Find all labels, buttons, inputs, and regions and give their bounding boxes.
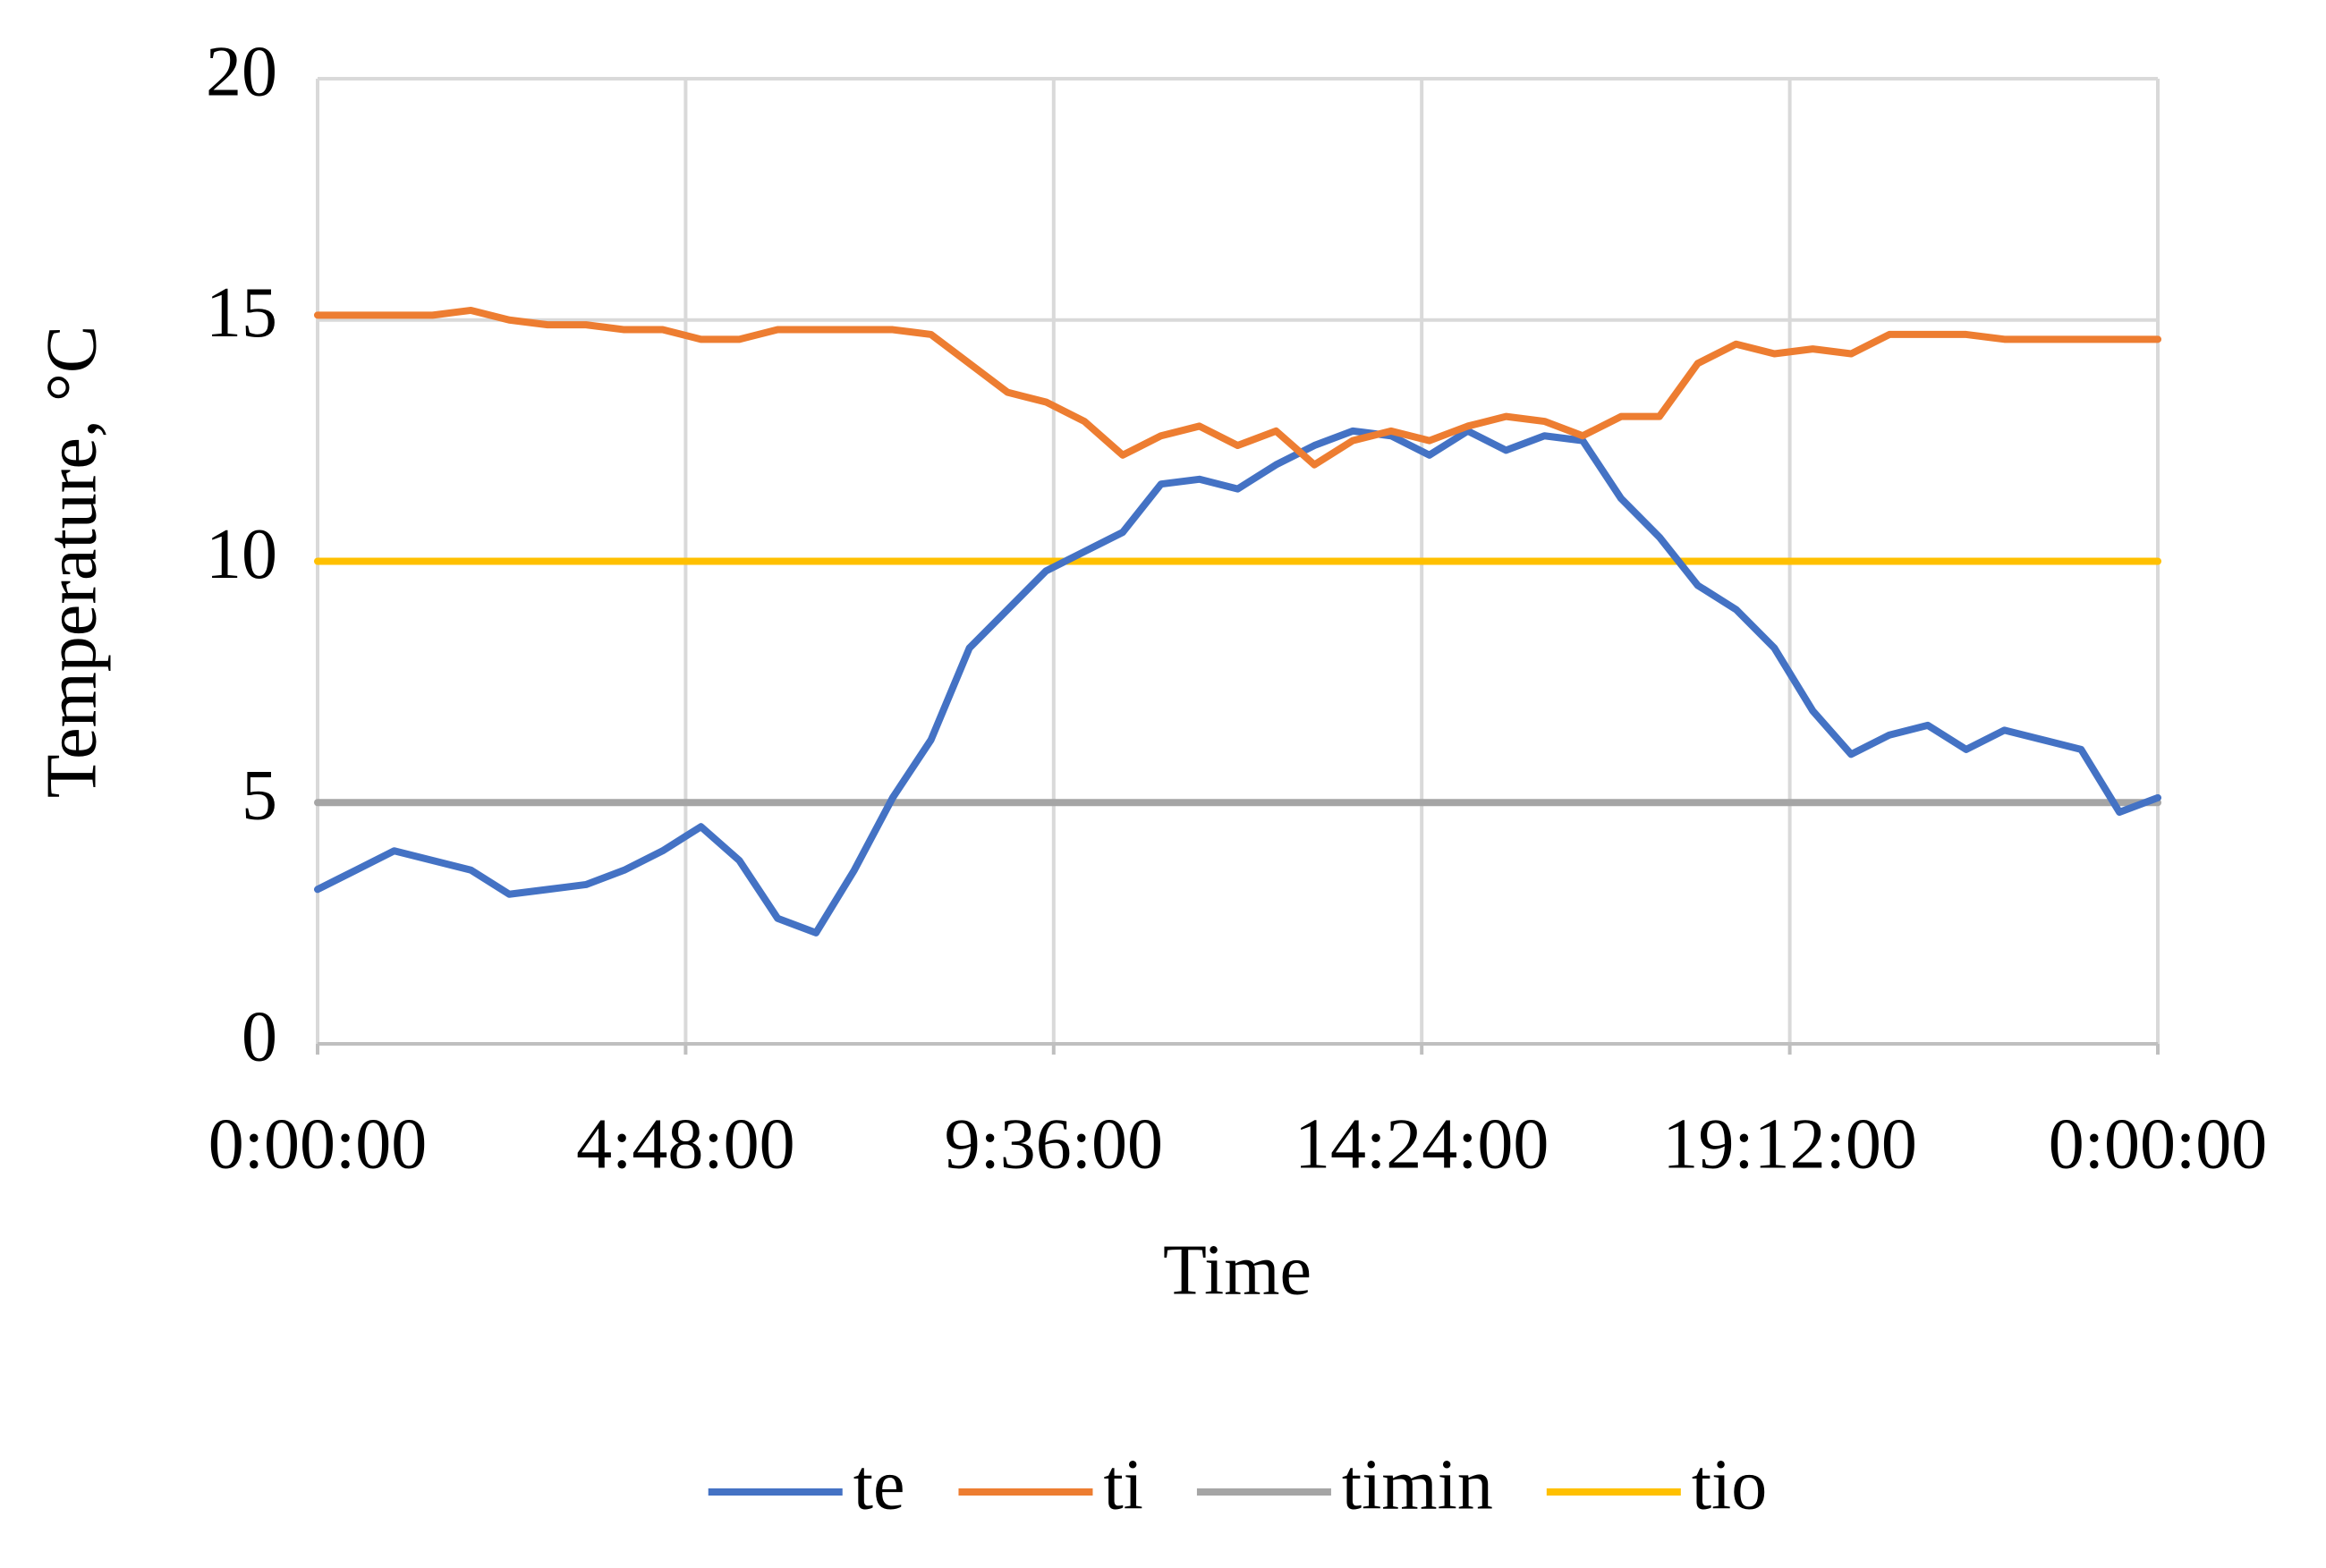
y-tick-label: 10 (206, 515, 277, 594)
y-axis-title: Temperature, °C (32, 326, 111, 798)
y-tick-label: 0 (242, 997, 277, 1076)
series-line (314, 306, 2161, 469)
y-tick-label: 5 (242, 757, 277, 835)
legend-label: ti (1103, 1445, 1142, 1524)
legend-label: tio (1692, 1445, 1767, 1524)
x-tick-label: 4:48:00 (576, 1105, 794, 1183)
y-tick-label: 15 (206, 274, 277, 352)
series-line (314, 427, 2161, 937)
y-tick-label: 20 (206, 32, 277, 111)
legend-label: timin (1342, 1445, 1493, 1524)
legend-label: te (853, 1445, 905, 1524)
x-axis-title: Time (1163, 1231, 1312, 1309)
x-tick-label: 14:24:00 (1295, 1105, 1549, 1183)
x-tick-label: 0:00:00 (2049, 1105, 2267, 1183)
x-tick-label: 19:12:00 (1662, 1105, 1916, 1183)
x-tick-label: 0:00:00 (208, 1105, 427, 1183)
x-tick-label: 9:36:00 (945, 1105, 1163, 1183)
